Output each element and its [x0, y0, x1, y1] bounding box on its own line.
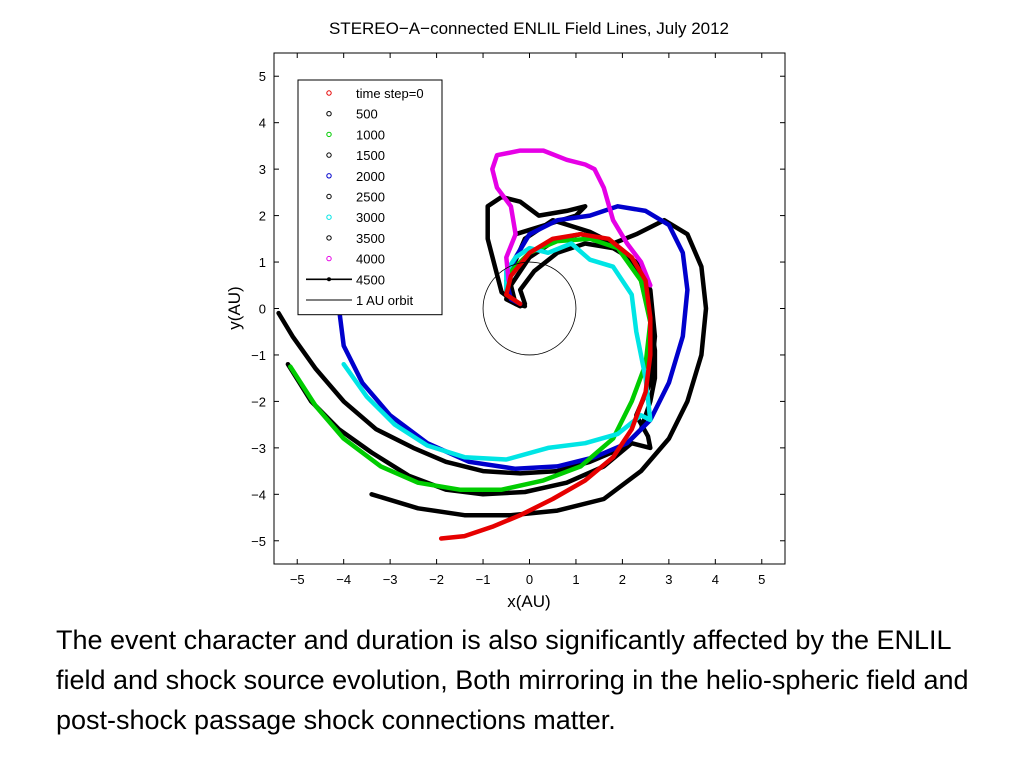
x-tick-label: 3 [665, 572, 672, 587]
x-tick-label: 0 [526, 572, 533, 587]
legend: time step=0 500 1000 1500 2000 2500 3000 3500 40… [297, 79, 443, 316]
x-tick-label: −2 [429, 572, 444, 587]
legend-marker [326, 255, 332, 262]
x-tick-label: 1 [572, 572, 579, 587]
x-tick-label: −5 [290, 572, 305, 587]
x-axis-label: x(AU) [507, 592, 550, 611]
legend-marker [326, 111, 332, 117]
chart-figure: STEREO−A−connected ENLIL Field Lines, Ju… [225, 19, 786, 611]
y-tick-label: 4 [259, 116, 266, 131]
legend-label: 2000 [356, 169, 385, 184]
y-tick-label: −5 [251, 534, 266, 549]
legend-box [297, 79, 443, 316]
y-tick-label: 5 [259, 69, 266, 84]
y-tick-label: −4 [251, 487, 266, 502]
legend-label: 2500 [356, 190, 385, 205]
legend-label: 3000 [356, 210, 385, 225]
x-tick-label: 2 [619, 572, 626, 587]
y-tick-label: 3 [259, 162, 266, 177]
field-line-series-2 [285, 241, 658, 497]
orbit-1au-circle [482, 261, 577, 356]
chart-title: STEREO−A−connected ENLIL Field Lines, Ju… [329, 19, 729, 38]
legend-marker [327, 277, 331, 282]
legend-label: 1000 [356, 127, 385, 142]
field-line-series-7 [438, 231, 653, 541]
legend-label: 4000 [356, 252, 385, 267]
legend-marker [326, 193, 332, 200]
legend-label: 1500 [356, 148, 385, 163]
x-tick-label: −3 [383, 572, 398, 587]
x-tick-label: −4 [336, 572, 351, 587]
legend-label: 500 [356, 107, 378, 122]
series-layer [276, 148, 709, 541]
field-line-plot: STEREO−A−connected ENLIL Field Lines, Ju… [225, 19, 786, 611]
axis-ticks: −5 −4 −3 −2 −1 0 1 2 3 4 5 5 4 3 2 1 0 −1 −2 −3 −4 −5 [251, 53, 785, 587]
legend-marker [326, 131, 332, 138]
y-axis-label: y(AU) [225, 286, 244, 329]
y-tick-label: 1 [259, 255, 266, 270]
y-tick-label: −2 [251, 394, 266, 409]
x-tick-label: 5 [758, 572, 765, 587]
x-tick-label: −1 [476, 572, 491, 587]
legend-label: time step=0 [356, 86, 424, 101]
y-tick-label: −3 [251, 441, 266, 456]
field-line-series-4 [288, 236, 653, 492]
legend-label: 3500 [356, 231, 385, 246]
field-line-series-6 [490, 148, 653, 288]
legend-marker [326, 235, 332, 241]
y-tick-label: −1 [251, 348, 266, 363]
legend-label: 1 AU orbit [356, 293, 413, 308]
legend-marker [326, 152, 332, 158]
y-tick-label: 0 [259, 302, 266, 317]
legend-marker [326, 90, 332, 96]
legend-marker [326, 214, 332, 220]
x-tick-label: 4 [712, 572, 719, 587]
field-line-series-5 [341, 241, 653, 462]
slide-caption: The event character and duration is also… [56, 625, 969, 735]
orbit-layer [482, 261, 577, 356]
legend-label: 4500 [356, 272, 385, 287]
legend-marker [326, 173, 332, 179]
y-tick-label: 2 [259, 209, 266, 224]
